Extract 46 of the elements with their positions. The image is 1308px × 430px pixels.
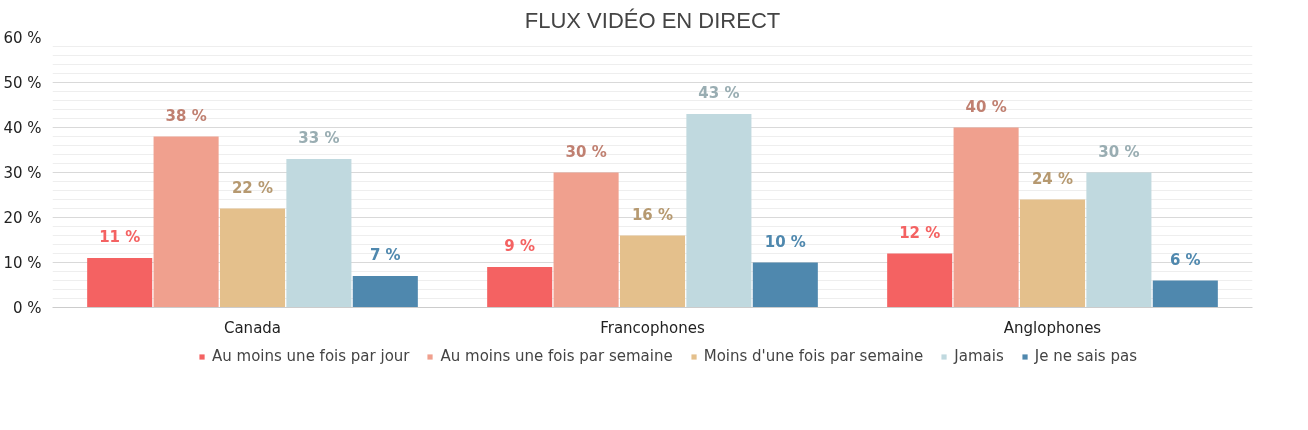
bar xyxy=(553,172,619,308)
chart-title: FLUX VIDÉO EN DIRECT xyxy=(524,7,781,33)
x-tick-label: Anglophones xyxy=(1003,318,1102,337)
data-label: 43 % xyxy=(698,84,740,102)
bar xyxy=(752,262,818,308)
data-label: 24 % xyxy=(1031,169,1074,188)
bar xyxy=(487,267,553,308)
y-tick-label: 40 % xyxy=(3,118,42,137)
legend-label: Jamais xyxy=(954,347,1004,365)
y-tick-label: 0 % xyxy=(12,298,42,317)
data-label: 7 % xyxy=(369,246,401,264)
data-label: 40 % xyxy=(965,97,1007,116)
bar xyxy=(352,276,418,308)
bar xyxy=(619,235,686,308)
bar xyxy=(286,159,352,308)
x-tick-label: Canada xyxy=(223,318,282,337)
data-label: 38 % xyxy=(165,106,207,125)
data-label: 12 % xyxy=(899,223,941,242)
bar xyxy=(87,258,153,308)
y-tick-label: 10 % xyxy=(3,253,42,272)
data-label: 9 % xyxy=(504,237,536,255)
y-tick-label: 50 % xyxy=(3,73,42,92)
y-tick-label: 20 % xyxy=(3,208,42,227)
legend-label: Je ne sais pas xyxy=(1034,347,1137,365)
data-label: 10 % xyxy=(764,232,806,251)
data-label: 22 % xyxy=(231,178,274,197)
bar xyxy=(153,136,219,308)
data-label: 30 % xyxy=(565,142,607,161)
data-label: 11 % xyxy=(99,228,141,246)
bar xyxy=(1086,172,1152,308)
bar xyxy=(1019,199,1086,308)
legend-label: Moins d'une fois par semaine xyxy=(703,347,924,365)
bar xyxy=(686,114,752,308)
legend-label: Au moins une fois par semaine xyxy=(440,347,673,365)
bar xyxy=(953,127,1019,308)
data-label: 30 % xyxy=(1098,142,1140,161)
y-tick-label: 30 % xyxy=(3,163,42,182)
bar xyxy=(219,208,286,308)
data-label: 16 % xyxy=(631,205,674,224)
bar xyxy=(887,253,953,308)
bar xyxy=(1152,280,1218,308)
legend-label: Au moins une fois par jour xyxy=(212,347,410,365)
data-label: 33 % xyxy=(298,129,340,147)
y-tick-label: 60 % xyxy=(3,28,42,47)
x-tick-label: Francophones xyxy=(600,318,705,337)
data-label: 6 % xyxy=(1169,250,1201,269)
